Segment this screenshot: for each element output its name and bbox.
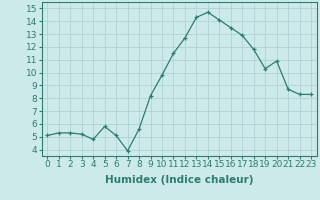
X-axis label: Humidex (Indice chaleur): Humidex (Indice chaleur) [105, 175, 253, 185]
